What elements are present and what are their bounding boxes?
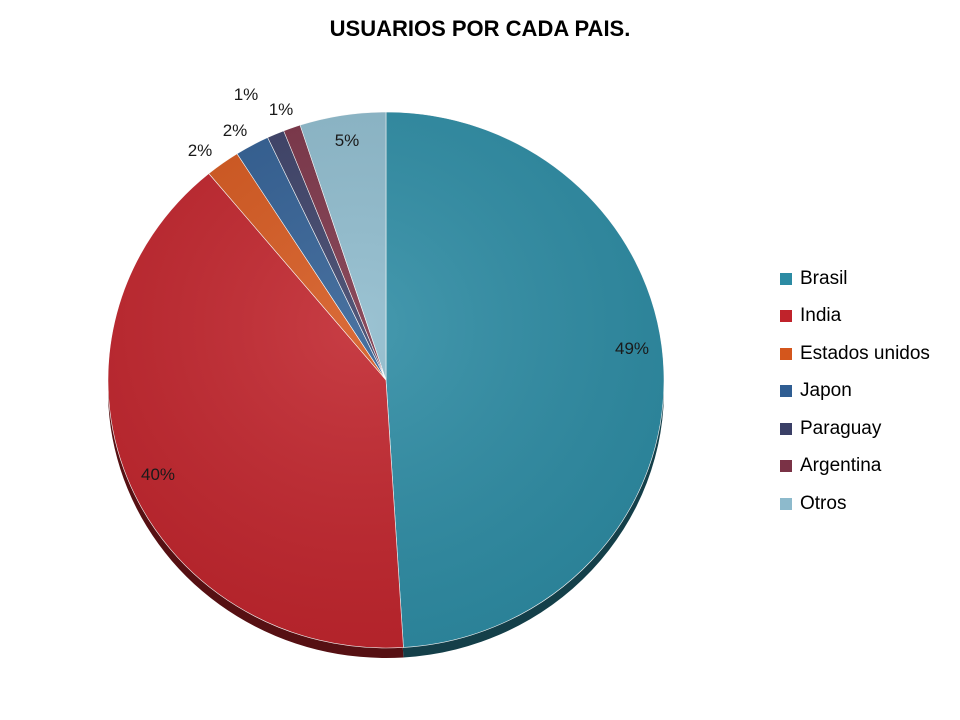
legend-item-otros: Otros: [780, 485, 930, 523]
legend-label: India: [800, 305, 842, 327]
legend-item-india: India: [780, 298, 930, 336]
pie-slice-brasil: [385, 111, 665, 648]
legend-label: Otros: [800, 492, 847, 514]
legend-swatch: [780, 385, 792, 398]
data-label-argentina: 1%: [269, 100, 294, 119]
legend-swatch: [780, 422, 792, 435]
data-label-estados-unidos: 2%: [188, 141, 213, 160]
legend-item-brasil: Brasil: [780, 260, 930, 298]
data-label-paraguay: 1%: [234, 85, 259, 104]
legend-item-paraguay: Paraguay: [780, 410, 930, 448]
legend-item-japon: Japon: [780, 373, 930, 411]
legend-swatch: [780, 497, 792, 510]
data-label-brasil: 49%: [615, 339, 649, 358]
legend-swatch: [780, 310, 792, 323]
data-label-japon: 2%: [223, 121, 248, 140]
legend-label: Estados unidos: [800, 342, 930, 364]
chart-title: USUARIOS POR CADA PAIS.: [329, 16, 631, 41]
legend-label: Paraguay: [800, 417, 882, 439]
legend-label: Argentina: [800, 455, 882, 477]
data-label-india: 40%: [141, 465, 175, 484]
legend-swatch: [780, 347, 792, 360]
legend: Brasil India Estados unidos Japon Paraguay Ar…: [780, 260, 930, 523]
data-label-otros: 5%: [335, 131, 360, 150]
legend-swatch: [780, 460, 792, 473]
legend-item-estados-unidos: Estados unidos: [780, 335, 930, 373]
legend-label: Brasil: [800, 267, 848, 289]
legend-label: Japon: [800, 380, 852, 402]
legend-swatch: [780, 272, 792, 285]
legend-item-argentina: Argentina: [780, 448, 930, 486]
